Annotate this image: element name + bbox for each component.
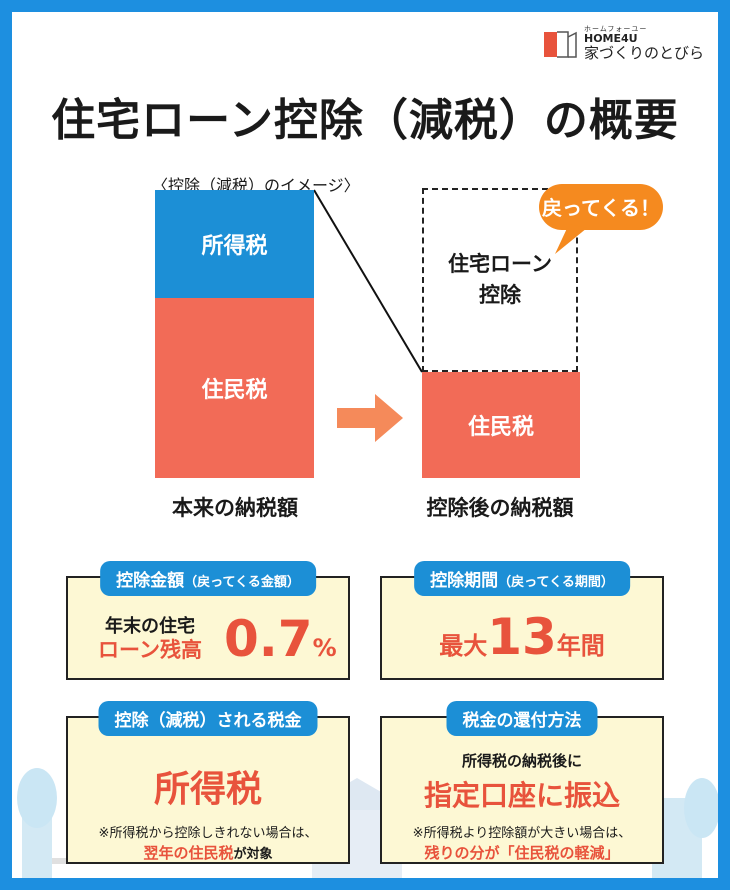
right-bar-bottom-label: 住民税 <box>467 415 534 440</box>
card-refund-pill: 税金の還付方法 <box>446 701 598 736</box>
card-tax-main: 所得税 <box>153 769 262 810</box>
card-period-suffix: 年間 <box>556 632 605 660</box>
card-deduction-period: 控除期間（戻ってくる期間） 最大13年間 <box>380 561 664 680</box>
card-period-pill: 控除期間（戻ってくる期間） <box>414 561 630 596</box>
card-period-pill-sub: （戻ってくる期間） <box>498 575 614 590</box>
card-tax-note1: ※所得税から控除しきれない場合は、 <box>98 826 318 841</box>
right-bar-caption: 控除後の納税額 <box>426 496 574 520</box>
left-bar-resident-tax: 住民税 <box>155 298 314 478</box>
card-amount-line1: 年末の住宅 <box>104 616 195 637</box>
card-refund-note1: ※所得税より控除額が大きい場合は、 <box>412 826 632 841</box>
deduction-label-line2: 控除 <box>478 283 521 307</box>
speech-bubble <box>537 180 667 264</box>
card-tax-pill: 控除（減税）される税金 <box>98 701 318 736</box>
door-logo-icon <box>542 29 578 59</box>
logo[interactable]: ホームフォーユー HOME4U 家づくりのとびら <box>542 26 704 61</box>
right-bar-resident-tax: 住民税 <box>422 372 580 478</box>
left-bar-bottom-label: 住民税 <box>201 378 268 403</box>
card-deducted-tax: 控除（減税）される税金 所得税 ※所得税から控除しきれない場合は、 翌年の住民税… <box>66 701 350 864</box>
page-title: 住宅ローン控除（減税）の概要 <box>51 95 679 146</box>
card-amount-value: 0.7 <box>224 610 313 668</box>
connector-line <box>313 189 423 373</box>
card-amount-unit: % <box>312 634 337 662</box>
deduction-label-line1: 住宅ローン <box>448 251 552 276</box>
card-amount-pill-main: 控除金額 <box>116 571 185 591</box>
card-tax-note2-red: 翌年の住民税 <box>143 844 234 862</box>
left-bar-caption: 本来の納税額 <box>172 496 298 520</box>
logo-ruby: ホームフォーユー <box>583 25 648 33</box>
logo-brand: HOME4U <box>583 32 638 45</box>
card-period-prefix: 最大 <box>439 632 488 660</box>
card-period-value: 13 <box>487 608 557 666</box>
card-amount-pill-sub: （戻ってくる金額） <box>184 575 300 590</box>
card-period-pill-main: 控除期間 <box>430 571 499 591</box>
card-tax-note2-rest: が対象 <box>233 847 273 862</box>
card-refund-main: 指定口座に振込 <box>423 779 620 812</box>
right-arrow-icon <box>337 394 403 446</box>
deduction-box: 住宅ローン 控除 <box>422 188 578 372</box>
card-deduction-amount: 控除金額（戻ってくる金額） 年末の住宅 ローン残高 0.7% <box>66 561 350 680</box>
left-bar-top-label: 所得税 <box>201 234 268 259</box>
card-refund-method: 税金の還付方法 所得税の納税後に 指定口座に振込 ※所得税より控除額が大きい場合… <box>380 701 664 864</box>
speech-bubble-text: 戻ってくる！ <box>542 196 660 220</box>
card-amount-pill: 控除金額（戻ってくる金額） <box>100 561 316 596</box>
card-refund-note2: 残りの分が「住民税の軽減」 <box>424 844 620 862</box>
card-refund-line1: 所得税の納税後に <box>461 752 582 770</box>
infographic-frame: ホームフォーユー HOME4U 家づくりのとびら 住宅ローン控除（減税）の概要 … <box>12 12 718 878</box>
card-amount-line2: ローン残高 <box>98 637 202 662</box>
left-bar-income-tax: 所得税 <box>155 190 314 298</box>
logo-name: 家づくりのとびら <box>583 44 704 62</box>
